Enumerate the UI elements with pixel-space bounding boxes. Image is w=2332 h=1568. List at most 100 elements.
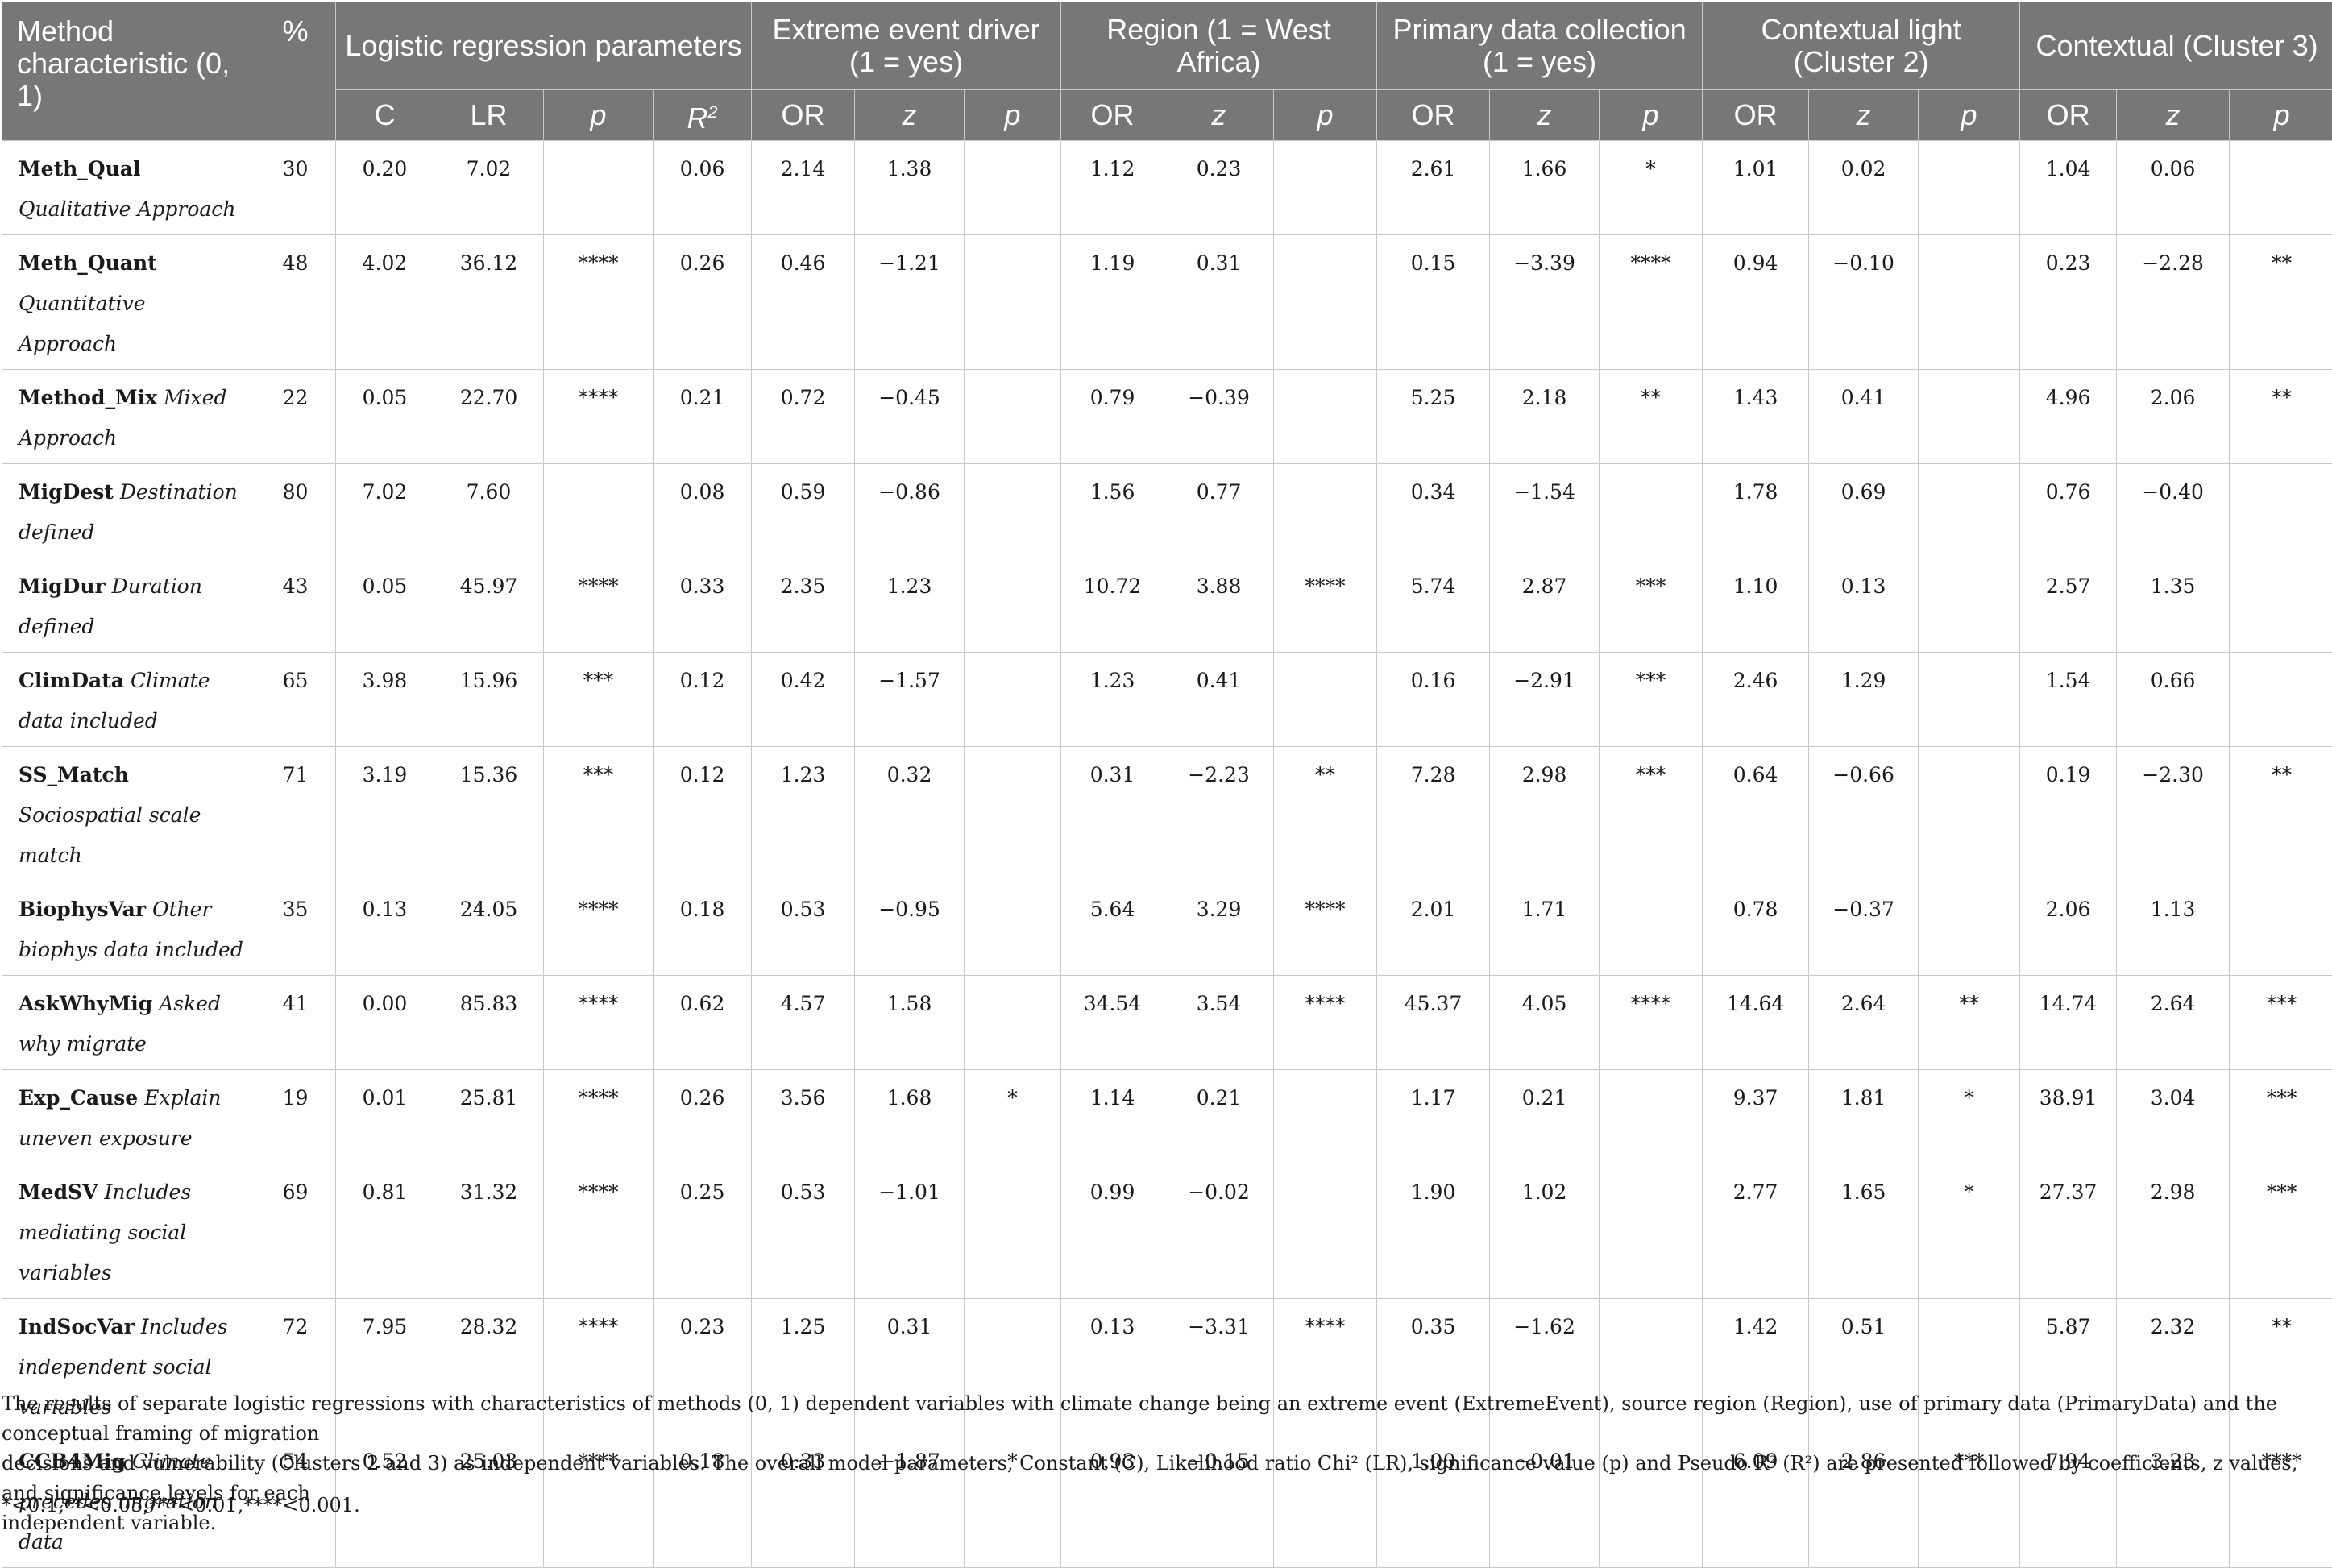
- table-cell: 0.59: [752, 464, 855, 558]
- table-cell: 1.23: [752, 747, 855, 881]
- table-cell: ***: [2230, 1164, 2332, 1299]
- table-cell: −0.95: [855, 881, 965, 976]
- table-cell: 1.35: [2117, 558, 2230, 653]
- table-cell: 0.76: [2020, 464, 2117, 558]
- table-cell: 0.20: [336, 141, 434, 235]
- subheader-z: z: [1490, 90, 1600, 141]
- table-cell: 0.25: [654, 1164, 752, 1299]
- table-cell: 1.23: [1061, 653, 1164, 747]
- table-cell: [1600, 1164, 1703, 1299]
- table-cell: 2.64: [1809, 976, 1919, 1070]
- method-name: MedSV Includes mediating social variable…: [2, 1164, 255, 1299]
- table-cell: 0.13: [1809, 558, 1919, 653]
- table-cell: 0.26: [654, 235, 752, 370]
- subheader-or: OR: [752, 90, 855, 141]
- method-name: Meth_Qual Qualitative Approach: [2, 141, 255, 235]
- table-cell: 0.12: [654, 653, 752, 747]
- table-cell: 0.31: [1164, 235, 1274, 370]
- table-cell: 0.79: [1061, 370, 1164, 464]
- table-cell: 7.60: [434, 464, 544, 558]
- table-cell: 0.41: [1164, 653, 1274, 747]
- table-cell: 48: [255, 235, 336, 370]
- table-cell: 4.57: [752, 976, 855, 1070]
- table-cell: [1919, 558, 2020, 653]
- table-cell: 0.77: [1164, 464, 1274, 558]
- subheader-c: C: [336, 90, 434, 141]
- method-name: ClimData Climate data included: [2, 653, 255, 747]
- table-cell: 2.18: [1490, 370, 1600, 464]
- table-cell: 0.31: [1061, 747, 1164, 881]
- method-name: Method_Mix Mixed Approach: [2, 370, 255, 464]
- table-cell: **: [1600, 370, 1703, 464]
- table-row: MedSV Includes mediating social variable…: [2, 1164, 2332, 1299]
- table-cell: 0.12: [654, 747, 752, 881]
- table-cell: 1.04: [2020, 141, 2117, 235]
- subheader-or: OR: [1703, 90, 1809, 141]
- table-cell: −0.37: [1809, 881, 1919, 976]
- table-cell: [1919, 370, 2020, 464]
- subheader-p: p: [1919, 90, 2020, 141]
- table-cell: 4.96: [2020, 370, 2117, 464]
- table-cell: 1.13: [2117, 881, 2230, 976]
- table-cell: *: [1919, 1164, 2020, 1299]
- table-cell: 9.37: [1703, 1070, 1809, 1164]
- table-cell: −3.39: [1490, 235, 1600, 370]
- table-cell: **: [2230, 370, 2332, 464]
- table-cell: 34.54: [1061, 976, 1164, 1070]
- method-name: Exp_Cause Explain uneven exposure: [2, 1070, 255, 1164]
- table-cell: 0.08: [654, 464, 752, 558]
- table-cell: 0.33: [654, 558, 752, 653]
- table-cell: 0.53: [752, 1164, 855, 1299]
- table-cell: 0.26: [654, 1070, 752, 1164]
- table-cell: [965, 464, 1061, 558]
- table-cell: 0.13: [336, 881, 434, 976]
- subheader-r2: R2: [654, 90, 752, 141]
- table-cell: [2230, 558, 2332, 653]
- table-cell: 5.74: [1377, 558, 1490, 653]
- table-cell: 0.01: [336, 1070, 434, 1164]
- table-cell: 1.19: [1061, 235, 1164, 370]
- table-cell: −0.86: [855, 464, 965, 558]
- table-cell: 1.68: [855, 1070, 965, 1164]
- table-cell: 7.02: [336, 464, 434, 558]
- table-cell: ***: [2230, 976, 2332, 1070]
- table-cell: [544, 464, 654, 558]
- table-cell: [1274, 1164, 1377, 1299]
- method-code: MedSV: [19, 1180, 98, 1204]
- table-cell: 3.29: [1164, 881, 1274, 976]
- table-cell: [965, 976, 1061, 1070]
- method-name: MigDur Duration defined: [2, 558, 255, 653]
- table-cell: 5.64: [1061, 881, 1164, 976]
- significance-footnote: *<0.1,**<0.05,***<0.01,****<0.001.: [2, 1492, 360, 1518]
- method-name: SS_Match Sociospatial scale match: [2, 747, 255, 881]
- table-cell: ***: [1600, 653, 1703, 747]
- table-cell: 0.19: [2020, 747, 2117, 881]
- table-cell: 1.66: [1490, 141, 1600, 235]
- table-cell: **: [1919, 976, 2020, 1070]
- table-cell: 2.01: [1377, 881, 1490, 976]
- table-cell: 14.74: [2020, 976, 2117, 1070]
- subheader-p: p: [1600, 90, 1703, 141]
- table-cell: 2.61: [1377, 141, 1490, 235]
- table-cell: [1919, 464, 2020, 558]
- table-cell: *: [965, 1070, 1061, 1164]
- table-cell: ****: [1274, 881, 1377, 976]
- table-cell: 0.21: [1490, 1070, 1600, 1164]
- subheader-z: z: [2117, 90, 2230, 141]
- subheader-p: p: [965, 90, 1061, 141]
- method-code: IndSocVar: [19, 1315, 135, 1338]
- table-cell: 0.32: [855, 747, 965, 881]
- table-cell: ****: [544, 235, 654, 370]
- table-cell: 36.12: [434, 235, 544, 370]
- table-cell: [2230, 881, 2332, 976]
- table-cell: 2.06: [2117, 370, 2230, 464]
- header-contextual-light: Contextual light (Cluster 2): [1703, 2, 2020, 90]
- table-cell: ****: [544, 976, 654, 1070]
- header-extreme-event-driver: Extreme event driver (1 = yes): [752, 2, 1061, 90]
